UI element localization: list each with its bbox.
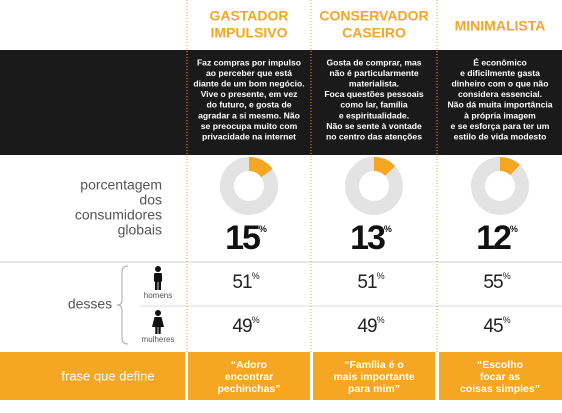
row-label: globais: [118, 222, 162, 238]
donut-share: [471, 157, 529, 215]
description-line: É econômico: [473, 57, 526, 67]
percent-sign: %: [377, 315, 385, 325]
description-line: à própria imagem: [464, 110, 536, 120]
value: 15: [225, 219, 260, 257]
description-line: se preocupa muito com: [201, 121, 298, 131]
value-label: 13%: [350, 219, 392, 257]
description-band: [0, 50, 562, 155]
value-label: 51%: [232, 271, 259, 293]
phrase-line: mais importante: [333, 371, 414, 383]
column-title: GASTADOR: [209, 8, 288, 24]
percent-sign: %: [252, 315, 260, 325]
man-icon: [154, 266, 162, 290]
description-line: não é particularmente: [329, 68, 419, 78]
percent-sign: %: [252, 271, 260, 281]
phrase-line: “Família é o: [344, 359, 404, 371]
description-line: e se esforça para ter um: [451, 121, 550, 131]
phrase-line: encontrar: [225, 371, 273, 383]
column-title: CASEIRO: [342, 25, 406, 41]
phrase-line: coisas simples”: [460, 383, 540, 395]
value-label: 51%: [357, 271, 384, 293]
description-line: dinheiro com o que não: [452, 78, 549, 88]
description-line: e dificilmente gasta: [460, 68, 540, 78]
phrase-cell: [439, 352, 562, 400]
phrase-line: “Adoro: [231, 359, 267, 371]
row-label: desses: [68, 296, 112, 312]
row-label: porcentagem: [80, 177, 162, 193]
phrase-line: focar as: [480, 371, 520, 383]
percent-sign: %: [503, 271, 511, 281]
column-title: CONSERVADOR: [319, 8, 428, 24]
value-label: 15%: [225, 219, 267, 257]
description-line: Faz compras por impulso: [197, 57, 301, 67]
description-line: Não dá muita importância: [447, 100, 552, 110]
value-label: 55%: [483, 271, 510, 293]
description-line: do futuro, e gosta de: [207, 100, 292, 110]
description-line: materialista.: [349, 78, 399, 88]
percent-sign: %: [384, 224, 392, 234]
description-line: Gosta de comprar, mas: [326, 57, 421, 67]
column-title: IMPULSIVO: [210, 25, 287, 41]
value-label: 49%: [357, 315, 384, 337]
brace: [116, 265, 129, 345]
value: 49: [357, 316, 377, 337]
phrase-line: para mim”: [348, 383, 400, 395]
phrase-line: pechinchas”: [217, 383, 280, 395]
column-title: MINIMALISTA: [455, 18, 546, 34]
description-line: e espiritualidade.: [339, 110, 409, 120]
value: 51: [232, 272, 252, 293]
donut-share: [345, 157, 403, 215]
value: 51: [357, 272, 377, 293]
percent-sign: %: [259, 224, 267, 234]
value: 49: [232, 316, 252, 337]
row-label: consumidores: [75, 207, 162, 223]
description-line: Não se sente à vontade: [326, 121, 422, 131]
value-label: 45%: [483, 315, 510, 337]
donut-share: [220, 157, 278, 215]
description-line: agradar a si mesmo. Não: [198, 110, 300, 120]
description-line: estilo de vida modesto: [454, 131, 547, 141]
value: 13: [350, 219, 385, 257]
phrase-line: “Escolho: [477, 359, 523, 371]
value: 12: [476, 219, 511, 257]
description-line: ao perceber que está: [206, 68, 292, 78]
value-label: 12%: [476, 219, 518, 257]
row-label: dos: [139, 192, 162, 208]
value-label: 49%: [232, 315, 259, 337]
description-line: diante de um bom negócio.: [193, 78, 304, 88]
description-line: Foca questões pessoais: [324, 89, 424, 99]
phrase-cell: [188, 352, 310, 400]
value: 45: [483, 316, 503, 337]
description-line: como lar, família: [340, 100, 408, 110]
row-label: mulheres: [142, 335, 175, 344]
value: 55: [483, 272, 503, 293]
row-label: homens: [144, 291, 172, 300]
row-label: frase que define: [61, 368, 154, 383]
percent-sign: %: [377, 271, 385, 281]
phrase-cell: [313, 352, 435, 400]
woman-icon: [152, 310, 164, 334]
percent-sign: %: [510, 224, 518, 234]
description-line: Vive o presente, em vez: [201, 89, 298, 99]
description-line: no centro das atenções: [326, 131, 422, 141]
percent-sign: %: [503, 315, 511, 325]
description-line: privacidade na internet: [202, 131, 296, 141]
description-line: considera essencial.: [458, 89, 542, 99]
phrase-label-cell: [0, 352, 185, 400]
